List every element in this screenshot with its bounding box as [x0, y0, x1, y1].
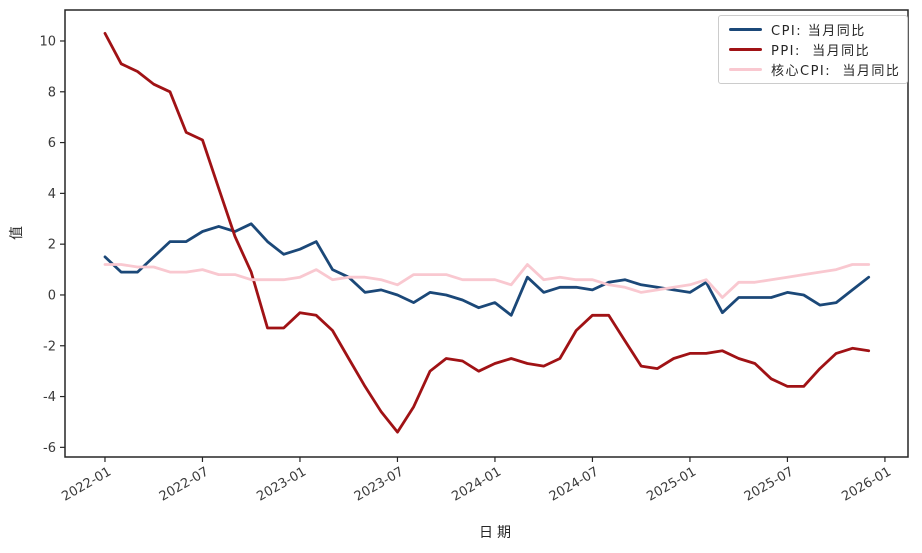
- x-tick-label: 2022-01: [59, 464, 114, 504]
- x-tick-label: 2022-07: [157, 464, 212, 504]
- x-tick-label: 2026-01: [839, 464, 894, 504]
- legend-label-cpi: CPI: 当月同比: [771, 23, 866, 39]
- y-tick-label: -4: [43, 390, 56, 405]
- y-tick-label: 2: [48, 238, 56, 253]
- legend-item-cpi: CPI: 当月同比: [729, 19, 899, 39]
- series-line-cpi: [103, 222, 871, 317]
- x-tick-label: 2024-01: [449, 464, 504, 504]
- x-tick-label: 2025-07: [742, 464, 797, 504]
- x-axis-label: 日期: [479, 525, 515, 541]
- series-line-core_cpi: [103, 263, 871, 299]
- legend-swatch-cpi: [729, 27, 762, 31]
- x-tick-label: 2023-07: [352, 464, 407, 504]
- legend-label-core_cpi: 核心CPI: 当月同比: [771, 64, 901, 80]
- x-tick-label: 2023-01: [254, 464, 309, 504]
- y-tick-label: 8: [48, 85, 56, 100]
- legend: CPI: 当月同比 PPI: 当月同比核心CPI: 当月同比: [718, 15, 908, 84]
- y-tick-label: -6: [43, 441, 56, 456]
- legend-item-ppi: PPI: 当月同比: [729, 40, 899, 60]
- y-tick-label: 10: [39, 34, 56, 49]
- y-tick-label: 4: [48, 187, 56, 202]
- x-tick-label: 2025-01: [644, 464, 699, 504]
- plot-frame: [64, 9, 909, 458]
- legend-swatch-ppi: [729, 48, 762, 51]
- y-tick-label: -2: [43, 339, 56, 354]
- x-tick-label: 2024-07: [547, 464, 602, 504]
- legend-label-ppi: PPI: 当月同比: [771, 44, 871, 59]
- y-tick-label: 0: [48, 288, 56, 303]
- series-line-ppi: [103, 32, 871, 434]
- y-tick-label: 6: [48, 136, 56, 151]
- legend-item-core_cpi: 核心CPI: 当月同比: [729, 60, 899, 80]
- y-axis-label: 值: [9, 226, 25, 240]
- legend-swatch-core_cpi: [729, 68, 762, 72]
